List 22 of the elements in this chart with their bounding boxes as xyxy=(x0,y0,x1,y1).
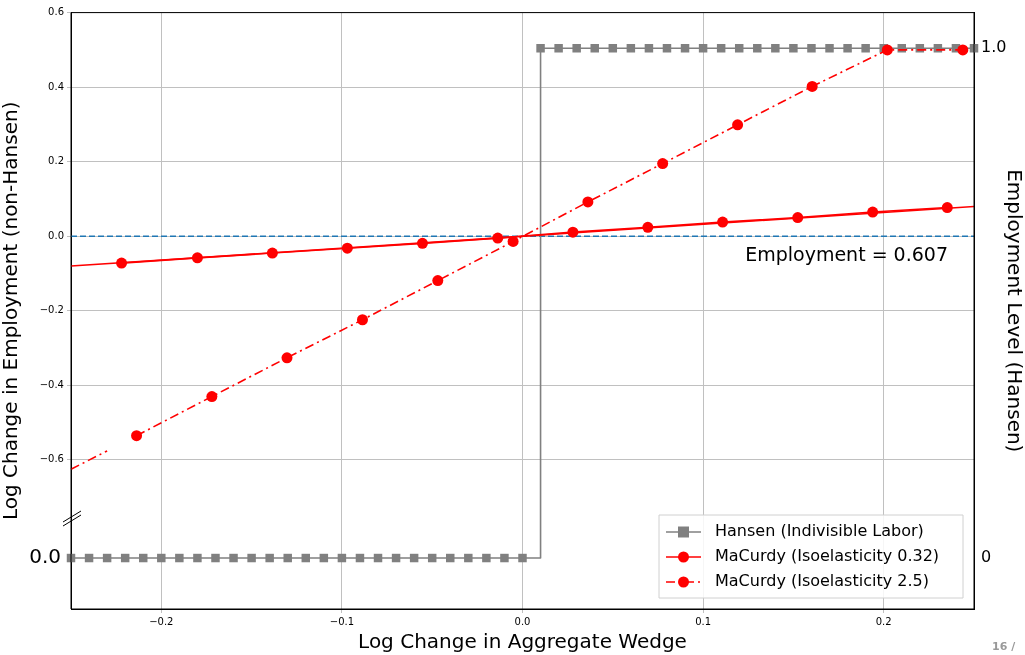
annotation: Employment = 0.607 xyxy=(745,242,948,265)
legend-label: MaCurdy (Isoelasticity 0.32) xyxy=(715,546,940,566)
x-tick-label: −0.2 xyxy=(149,615,174,627)
x-tick-label: 0.1 xyxy=(695,615,712,627)
x-tick-label: 0.2 xyxy=(875,615,892,627)
y-tick-label: 0.0 xyxy=(48,229,64,241)
y-tick-label: −0.4 xyxy=(39,378,64,390)
y2-tick-label: 0 xyxy=(981,547,992,567)
y-axis-title: Log Change in Employment (non-Hansen) xyxy=(0,101,23,521)
y-tick-label: 0.2 xyxy=(48,155,64,167)
y-tick-label: −0.6 xyxy=(39,453,64,465)
text: 16 / xyxy=(992,640,1017,654)
legend-label: Hansen (Indivisible Labor) xyxy=(715,521,924,541)
y-tick-label: 0.6 xyxy=(48,6,64,18)
y-tick-label: −0.2 xyxy=(39,304,64,316)
y-tick-label: 0.4 xyxy=(48,80,64,92)
y2-axis-title: Employment Level (Hansen) xyxy=(1002,169,1025,453)
y2-tick-label: 1.0 xyxy=(981,37,1007,57)
legend-label: MaCurdy (Isoelasticity 2.5) xyxy=(715,571,929,591)
x-tick-label: −0.1 xyxy=(329,615,355,627)
x-axis-title: Log Change in Aggregate Wedge xyxy=(358,629,687,654)
x-tick-label: 0.0 xyxy=(514,615,531,627)
